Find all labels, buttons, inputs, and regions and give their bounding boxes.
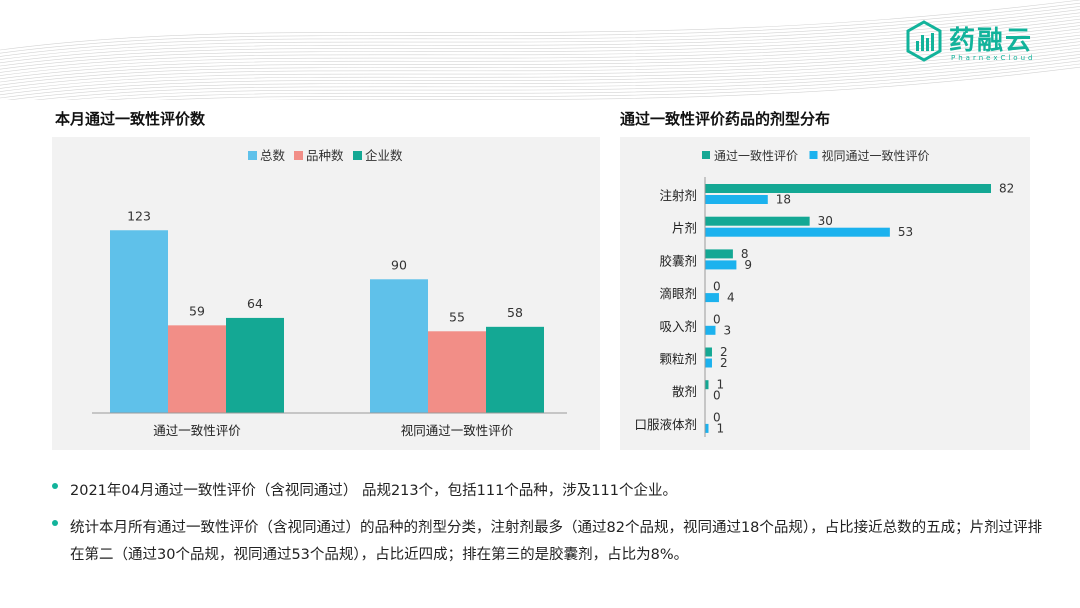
category-label: 注射剂 xyxy=(659,188,697,203)
left-chart-panel: 总数 品种数 企业数 123 59 64 通过一致性评价 90 55 58 视同通过一致性评价 xyxy=(52,137,600,450)
legend-swatch xyxy=(294,151,303,160)
legend-label: 视同通过一致性评价 xyxy=(822,148,930,163)
category-label: 吸入剂 xyxy=(659,319,697,334)
bar xyxy=(370,279,428,413)
bullet-item: 统计本月所有通过一致性评价（含视同通过）的品种的剂型分类，注射剂最多（通过82个… xyxy=(52,515,1052,569)
data-label: 30 xyxy=(818,214,833,228)
data-label: 1 xyxy=(716,421,724,435)
data-label: 2 xyxy=(720,356,728,370)
header-wave-decoration xyxy=(0,0,1080,100)
legend-swatch xyxy=(353,151,362,160)
legend-label: 企业数 xyxy=(365,148,403,163)
brand-logo: 药融云 PharnexCloud xyxy=(905,20,1045,66)
data-label: 55 xyxy=(449,309,465,324)
data-label: 3 xyxy=(723,323,731,337)
data-label: 58 xyxy=(507,305,523,320)
bar xyxy=(705,249,733,259)
data-label: 4 xyxy=(727,291,735,305)
legend-swatch xyxy=(248,151,257,160)
bar xyxy=(705,184,991,193)
bullet-dot xyxy=(52,483,58,489)
bar xyxy=(226,317,284,413)
logo-text: 药融云 xyxy=(949,26,1034,56)
data-label: 9 xyxy=(744,258,752,272)
data-label: 0 xyxy=(713,280,721,294)
legend-swatch xyxy=(809,151,818,159)
legend-label: 品种数 xyxy=(306,148,344,163)
data-label: 8 xyxy=(741,247,749,261)
bar xyxy=(168,325,226,413)
bar xyxy=(705,216,810,226)
hexagon-bars-icon xyxy=(906,20,942,62)
bar xyxy=(705,423,709,433)
bar xyxy=(705,260,737,270)
legend-swatch xyxy=(702,151,710,159)
data-label: 18 xyxy=(776,193,791,207)
bullet-text: 2021年04月通过一致性评价（含视同通过） 品规213个，包括111个品种，涉… xyxy=(70,483,677,499)
data-label: 59 xyxy=(189,303,205,318)
bar xyxy=(705,358,712,368)
category-label: 散剂 xyxy=(672,384,697,399)
right-chart-title: 通过一致性评价药品的剂型分布 xyxy=(620,110,831,128)
bullet-text: 统计本月所有通过一致性评价（含视同通过）的品种的剂型分类，注射剂最多（通过82个… xyxy=(70,520,1043,563)
data-label: 0 xyxy=(713,312,721,326)
bar xyxy=(705,195,768,204)
data-label: 90 xyxy=(391,257,407,272)
bar xyxy=(705,227,890,237)
data-label: 82 xyxy=(999,182,1014,196)
bar xyxy=(705,380,709,390)
data-label: 64 xyxy=(247,296,263,311)
category-label: 滴眼剂 xyxy=(659,286,697,301)
right-chart-panel: 通过一致性评价 视同通过一致性评价 注射剂 82 18 片剂 30 53 胶囊剂 8 9 滴眼剂 0 4 吸… xyxy=(620,137,1030,450)
data-label: 0 xyxy=(713,410,721,424)
legend-label: 总数 xyxy=(260,148,286,163)
data-label: 53 xyxy=(898,225,913,239)
bullet-dot xyxy=(52,520,58,526)
bar xyxy=(486,326,544,413)
data-label: 1 xyxy=(716,378,724,392)
bar xyxy=(428,331,486,413)
legend-label: 通过一致性评价 xyxy=(714,149,798,163)
summary-bullets: 2021年04月通过一致性评价（含视同通过） 品规213个，包括111个品种，涉… xyxy=(52,478,1052,579)
logo-subtext: PharnexCloud xyxy=(951,54,1036,62)
category-label: 胶囊剂 xyxy=(659,253,697,268)
category-label: 口服液体剂 xyxy=(634,417,697,432)
category-label: 片剂 xyxy=(672,221,697,236)
bar xyxy=(705,325,716,335)
left-chart-title: 本月通过一致性评价数 xyxy=(55,110,206,128)
data-label: 0 xyxy=(713,389,721,403)
grouped-bar-chart: 总数 品种数 企业数 123 59 64 通过一致性评价 90 55 58 视同通过一致性评价 xyxy=(92,148,567,438)
category-label: 通过一致性评价 xyxy=(153,423,241,438)
category-label: 视同通过一致性评价 xyxy=(401,423,514,438)
category-label: 颗粒剂 xyxy=(659,352,697,367)
bar xyxy=(705,293,719,303)
bar xyxy=(705,347,712,357)
data-label: 2 xyxy=(720,345,728,359)
bullet-item: 2021年04月通过一致性评价（含视同通过） 品规213个，包括111个品种，涉… xyxy=(52,478,1052,505)
bar xyxy=(110,230,168,413)
data-label: 123 xyxy=(127,208,151,223)
